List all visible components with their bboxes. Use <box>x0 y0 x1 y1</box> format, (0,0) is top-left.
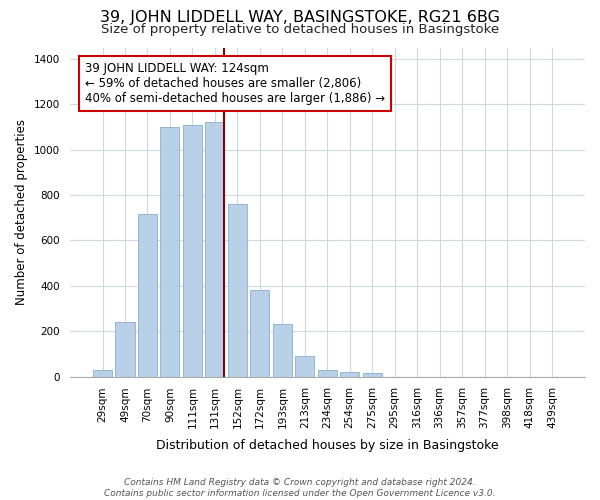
Text: 39 JOHN LIDDELL WAY: 124sqm
← 59% of detached houses are smaller (2,806)
40% of : 39 JOHN LIDDELL WAY: 124sqm ← 59% of det… <box>85 62 385 106</box>
Bar <box>160 127 179 376</box>
Bar <box>115 322 134 376</box>
Text: 39, JOHN LIDDELL WAY, BASINGSTOKE, RG21 6BG: 39, JOHN LIDDELL WAY, BASINGSTOKE, RG21 … <box>100 10 500 25</box>
Bar <box>318 370 337 376</box>
Bar <box>138 214 157 376</box>
Bar <box>362 373 382 376</box>
Bar <box>93 370 112 376</box>
Bar <box>295 356 314 376</box>
Bar <box>273 324 292 376</box>
X-axis label: Distribution of detached houses by size in Basingstoke: Distribution of detached houses by size … <box>156 440 499 452</box>
Text: Contains HM Land Registry data © Crown copyright and database right 2024.
Contai: Contains HM Land Registry data © Crown c… <box>104 478 496 498</box>
Bar <box>228 204 247 376</box>
Bar <box>205 122 224 376</box>
Bar <box>340 372 359 376</box>
Bar <box>250 290 269 376</box>
Text: Size of property relative to detached houses in Basingstoke: Size of property relative to detached ho… <box>101 22 499 36</box>
Bar <box>183 124 202 376</box>
Y-axis label: Number of detached properties: Number of detached properties <box>15 119 28 305</box>
